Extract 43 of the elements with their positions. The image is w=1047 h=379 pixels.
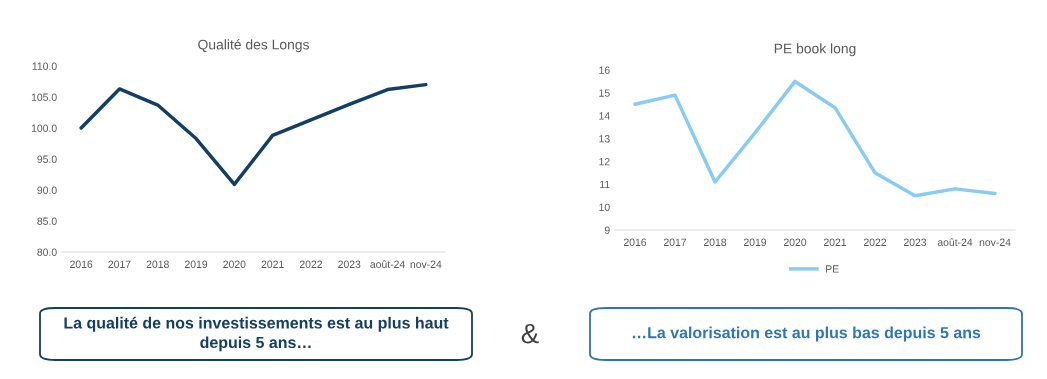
x-tick-label: août-24	[370, 260, 405, 268]
legend-label: PE	[826, 265, 839, 273]
x-tick-label: 2021	[823, 238, 847, 246]
y-tick-label: 16	[599, 66, 610, 74]
x-tick-label: 2020	[223, 260, 246, 268]
x-tick-label: 2019	[743, 238, 767, 246]
text: &	[521, 323, 539, 344]
y-tick-label: 12	[599, 157, 610, 166]
x-tick-label: 2017	[108, 260, 131, 268]
x-tick-label: 2018	[703, 238, 727, 246]
y-tick-label: 85.0	[37, 217, 57, 225]
y-tick-label: 80.0	[37, 248, 57, 256]
y-tick-label: 105.0	[31, 93, 57, 101]
x-tick-label: 2020	[783, 238, 807, 246]
y-tick-label: 100.0	[31, 124, 57, 132]
line-series	[79, 82, 428, 187]
y-tick-label: 13	[599, 135, 610, 143]
x-tick-label: 2021	[261, 260, 284, 268]
y-tick-label: 10	[599, 203, 610, 212]
x-tick-label: août-24	[937, 238, 973, 246]
x-tick-label: 2018	[146, 260, 169, 268]
y-tick-label: 15	[599, 89, 610, 97]
x-tick-label: nov-24	[410, 260, 442, 268]
x-tick-label: nov-24	[979, 238, 1011, 246]
text: …La valorisation est au plus bas depuis 5 ans	[632, 326, 981, 342]
line-series	[633, 79, 997, 198]
x-tick-label: 2016	[623, 238, 647, 246]
x-tick-label: 2023	[903, 238, 927, 246]
y-tick-label: 110.0	[32, 62, 57, 70]
x-tick-label: 2019	[184, 260, 208, 268]
y-tick-label: 9	[604, 226, 610, 234]
y-tick-label: 95.0	[37, 155, 57, 163]
x-tick-label: 2017	[663, 238, 687, 246]
x-tick-label: 2022	[299, 260, 323, 268]
x-tick-label: 2016	[70, 260, 93, 268]
chart-title: PE book long	[774, 43, 856, 57]
chart-title: Qualité des Longs	[198, 39, 309, 53]
y-tick-label: 14	[599, 112, 610, 120]
y-tick-label: 90.0	[37, 186, 57, 194]
x-tick-label: 2022	[863, 238, 887, 246]
x-tick-label: 2023	[338, 260, 361, 268]
y-tick-label: 11	[600, 180, 610, 189]
text: La qualité de nos investissements est au plus haut depuis 5 ans…	[64, 316, 449, 352]
